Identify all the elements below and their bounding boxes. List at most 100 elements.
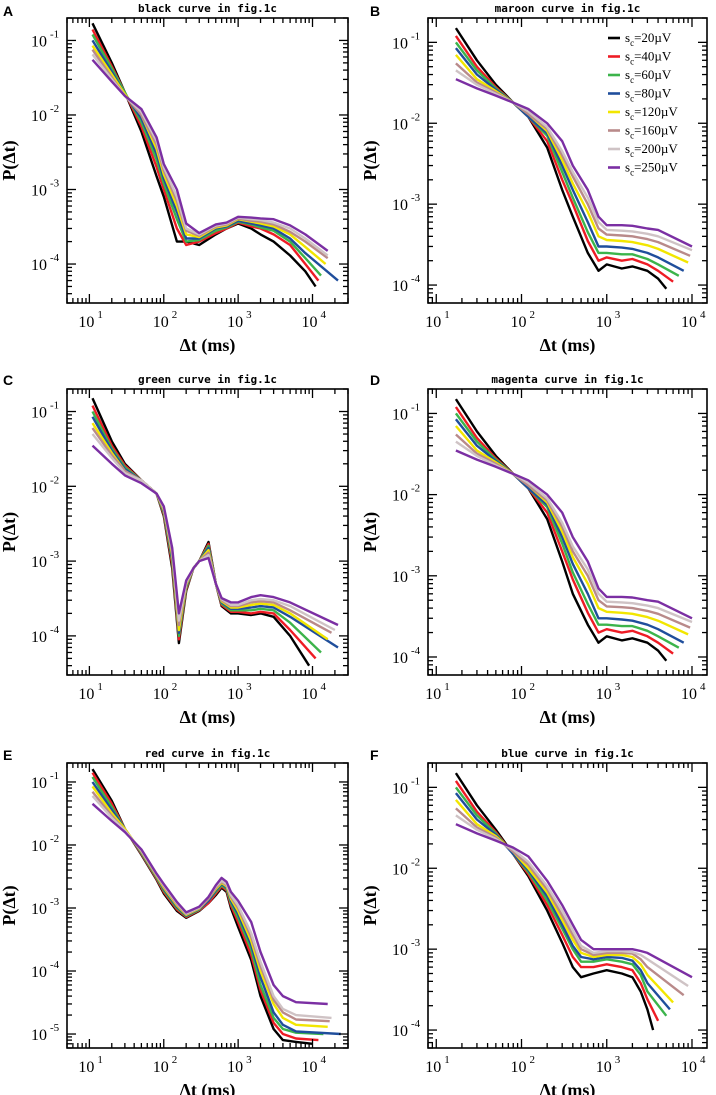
series-line	[91, 28, 320, 282]
y-tick-label: 10	[392, 197, 408, 214]
x-tick-exponent: 4	[321, 681, 327, 693]
x-axis: 10 1 10 2 10 3 10 4	[66, 18, 349, 331]
y-tick-exponent: -1	[411, 775, 420, 787]
x-tick-exponent: 4	[700, 1054, 706, 1066]
y-tick-exponent: -1	[50, 400, 59, 412]
y-tick-label: 10	[31, 838, 47, 855]
x-tick-label: 10	[78, 1059, 94, 1076]
x-axis: 10 1 10 2 10 3 10 4	[66, 389, 349, 703]
plot-frame	[427, 762, 708, 1049]
y-tick-label: 10	[392, 861, 408, 878]
x-tick-exponent: 2	[530, 681, 536, 693]
x-tick-label: 10	[425, 314, 441, 331]
series-line	[91, 795, 332, 1020]
y-tick-label: 10	[392, 278, 408, 295]
x-tick-label: 10	[596, 686, 612, 703]
panel-title: black curve in fig.1c	[138, 2, 277, 15]
x-tick-exponent: 4	[700, 681, 706, 693]
y-tick-exponent: -3	[411, 937, 421, 949]
series-line	[91, 785, 328, 1028]
series-line	[91, 33, 322, 277]
y-axis-label: P(Δt)	[0, 140, 20, 180]
series-group	[91, 22, 339, 288]
series-line	[455, 814, 689, 988]
x-tick-label: 10	[78, 314, 94, 331]
x-axis: 10 1 10 2 10 3 10 4	[66, 763, 349, 1076]
legend-entry: sc=80µV	[625, 86, 672, 104]
series-line	[91, 22, 317, 288]
x-tick-label: 10	[153, 1059, 169, 1076]
series-line	[91, 772, 319, 1042]
y-tick-exponent: -1	[50, 28, 59, 40]
y-axis-label: P(Δt)	[360, 885, 381, 925]
panel-title: blue curve in fig.1c	[501, 747, 633, 760]
panel-label: E	[3, 747, 12, 763]
y-axis: 10-410-310-210-1	[392, 17, 707, 304]
x-tick-label: 10	[511, 314, 527, 331]
x-axis-label: Δt (ms)	[180, 335, 236, 356]
x-axis-label: Δt (ms)	[180, 1080, 236, 1095]
series-line	[91, 427, 333, 634]
y-tick-exponent: -4	[411, 1018, 421, 1030]
x-tick-exponent: 1	[444, 1054, 450, 1066]
x-axis-label: Δt (ms)	[540, 707, 596, 728]
x-axis-label: Δt (ms)	[540, 1080, 596, 1095]
plot-frame	[66, 762, 349, 1049]
series-line	[91, 405, 317, 660]
series-line	[91, 790, 330, 1023]
x-tick-label: 10	[511, 686, 527, 703]
x-tick-exponent: 4	[321, 309, 327, 321]
y-tick-label: 10	[31, 33, 47, 50]
x-tick-exponent: 3	[615, 309, 621, 321]
legend-entry: sc=200µV	[625, 141, 678, 159]
series-group	[454, 27, 693, 290]
y-tick-label: 10	[31, 901, 47, 918]
y-tick-label: 10	[31, 405, 47, 422]
x-tick-label: 10	[302, 1059, 318, 1076]
y-axis-label: P(Δt)	[0, 885, 20, 925]
x-tick-label: 10	[227, 686, 243, 703]
y-tick-exponent: -2	[50, 833, 59, 845]
series-line	[91, 397, 311, 667]
y-tick-label: 10	[392, 1023, 408, 1040]
x-tick-exponent: 2	[530, 309, 536, 321]
y-tick-label: 10	[31, 629, 47, 646]
y-tick-label: 10	[392, 35, 408, 52]
x-axis: 10 1 10 2 10 3 10 4	[425, 763, 706, 1076]
y-tick-label: 10	[392, 488, 408, 505]
y-tick-exponent: -3	[50, 549, 60, 561]
series-line	[91, 781, 341, 1036]
y-tick-exponent: -4	[411, 273, 421, 285]
x-tick-label: 10	[425, 686, 441, 703]
series-line	[455, 449, 693, 620]
plot-frame	[66, 17, 349, 304]
y-tick-exponent: -1	[411, 30, 420, 42]
x-tick-exponent: 2	[172, 1054, 178, 1066]
series-group	[454, 398, 693, 662]
y-axis: 10-410-310-210-1	[31, 17, 348, 304]
x-tick-exponent: 1	[97, 309, 103, 321]
y-tick-exponent: -4	[411, 645, 421, 657]
y-axis-label: P(Δt)	[360, 512, 381, 552]
y-tick-label: 10	[392, 406, 408, 423]
x-tick-label: 10	[681, 1059, 697, 1076]
panel-title: green curve in fig.1c	[138, 373, 277, 386]
series-group	[91, 397, 339, 667]
series-line	[91, 444, 339, 627]
x-tick-exponent: 4	[321, 1054, 327, 1066]
y-tick-label: 10	[31, 554, 47, 571]
x-tick-exponent: 3	[246, 681, 252, 693]
y-axis: 10-410-310-210-1	[392, 762, 707, 1049]
y-tick-label: 10	[392, 780, 408, 797]
y-tick-exponent: -1	[411, 401, 420, 413]
series-line	[91, 410, 322, 654]
x-tick-label: 10	[227, 314, 243, 331]
y-tick-label: 10	[31, 775, 47, 792]
y-tick-exponent: -2	[411, 111, 420, 123]
x-tick-label: 10	[425, 1059, 441, 1076]
